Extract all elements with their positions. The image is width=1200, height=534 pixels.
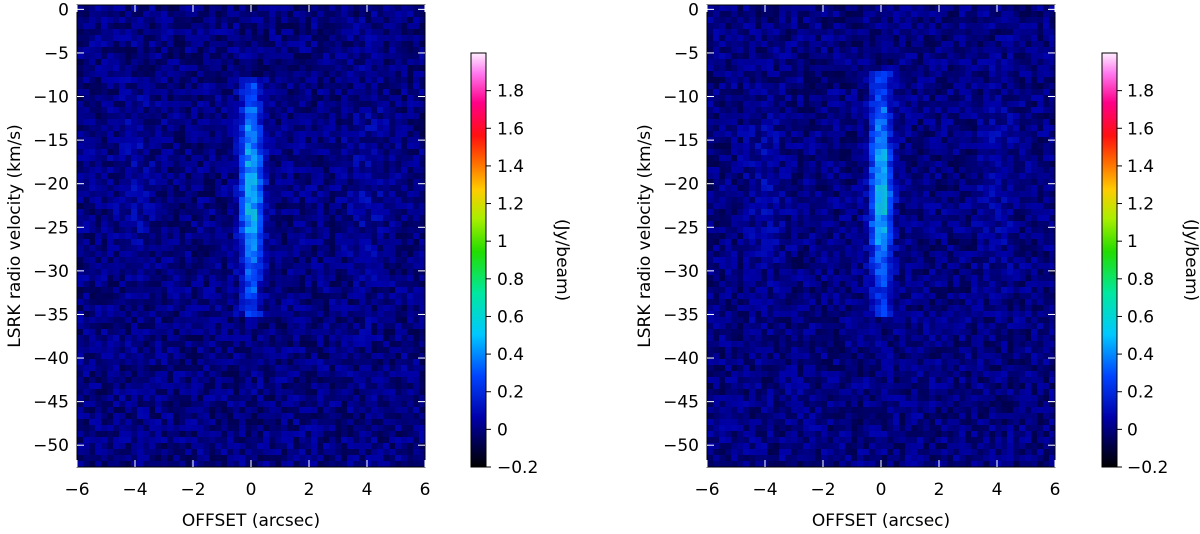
y-tick-label: −50 (663, 436, 699, 456)
x-tick-label: 0 (876, 480, 887, 500)
colorbar-tick-label: −0.2 (1127, 458, 1168, 478)
colorbar-label: (Jy/beam) (1181, 219, 1200, 301)
panel-1: −6 −4 −2 0 2 4 60−5−10−15−20−25−30−35−40−45−50… (5, 0, 572, 531)
emission-ridge (875, 98, 887, 287)
x-tick-label: 6 (420, 480, 431, 500)
colorbar: −0.2 0 0.2 0.4 0.6 0.8 1 1.2 1.4 1.6 1.8 (Jy/beam) (1101, 52, 1200, 478)
y-tick-label: −45 (663, 393, 699, 413)
x-tick-label: 2 (304, 480, 315, 500)
colorbar-tick-label: −0.2 (497, 458, 538, 478)
y-tick-label: −20 (663, 175, 699, 195)
colorbar-tick-label: 1.4 (497, 157, 524, 177)
x-tick-label: −4 (122, 480, 147, 500)
colorbar-tick-label: 0 (497, 420, 508, 440)
x-tick-label: 4 (362, 480, 373, 500)
colorbar-tick-label: 1.6 (1127, 119, 1154, 139)
y-tick-label: −15 (663, 131, 699, 151)
y-axis-label: LSRK radio velocity (km/s) (635, 124, 655, 347)
x-tick-label: −6 (694, 480, 719, 500)
colorbar-tick-label: 0.6 (497, 307, 524, 327)
y-tick-label: −5 (44, 44, 69, 64)
y-tick-label: −10 (33, 88, 69, 108)
y-tick-label: −30 (663, 262, 699, 282)
y-tick-label: −45 (33, 393, 69, 413)
y-tick-label: −15 (33, 131, 69, 151)
y-tick-label: −50 (33, 436, 69, 456)
y-tick-label: 0 (58, 0, 69, 20)
x-tick-label: 2 (934, 480, 945, 500)
x-tick-label: 6 (1050, 480, 1061, 500)
y-tick-label: −25 (663, 218, 699, 238)
colorbar-tick-label: 1.8 (1127, 82, 1154, 102)
colorbar-tick-label: 1.8 (497, 82, 524, 102)
y-tick-label: −40 (663, 349, 699, 369)
colorbar-tick-label: 0.8 (1127, 270, 1154, 290)
colorbar-tick-label: 1.4 (1127, 157, 1154, 177)
heatmap-image (707, 5, 1055, 467)
x-axis-label: OFFSET (arcsec) (182, 511, 320, 531)
colorbar-tick-label: 0.4 (1127, 345, 1154, 365)
x-tick-label: 4 (992, 480, 1003, 500)
colorbar-tick-label: 0.4 (497, 345, 524, 365)
panel-2: −6 −4 −2 0 2 4 60−5−10−15−20−25−30−35−40−45−50… (635, 0, 1200, 531)
x-tick-label: −6 (64, 480, 89, 500)
emission-ridge (245, 101, 257, 283)
y-tick-label: −35 (33, 305, 69, 325)
y-tick-label: −10 (663, 88, 699, 108)
x-tick-label: −2 (180, 480, 205, 500)
y-tick-label: −20 (33, 175, 69, 195)
x-tick-label: −2 (810, 480, 835, 500)
colorbar-tick-label: 1.2 (497, 195, 524, 215)
colorbar-gradient (1101, 52, 1118, 468)
y-axis-label: LSRK radio velocity (km/s) (5, 124, 25, 347)
colorbar-tick-label: 0.2 (1127, 383, 1154, 403)
colorbar-tick-label: 1 (1127, 232, 1138, 252)
colorbar-tick-label: 1.6 (497, 119, 524, 139)
colorbar-tick-label: 0.2 (497, 383, 524, 403)
colorbar: −0.2 0 0.2 0.4 0.6 0.8 1 1.2 1.4 1.6 1.8 (Jy/beam) (470, 52, 572, 478)
colorbar-tick-label: 0 (1127, 420, 1138, 440)
colorbar-tick-label: 0.8 (497, 270, 524, 290)
colorbar-tick-label: 1.2 (1127, 195, 1154, 215)
colorbar-tick-label: 0.6 (1127, 307, 1154, 327)
colorbar-label: (Jy/beam) (552, 219, 572, 301)
x-axis-label: OFFSET (arcsec) (812, 511, 950, 531)
colorbar-gradient (470, 52, 487, 468)
y-tick-label: −30 (33, 262, 69, 282)
x-tick-label: 0 (246, 480, 257, 500)
heatmap-image (77, 5, 425, 467)
colorbar-tick-label: 1 (497, 232, 508, 252)
y-tick-label: −35 (663, 305, 699, 325)
y-tick-label: −25 (33, 218, 69, 238)
y-tick-label: −5 (674, 44, 699, 64)
y-tick-label: 0 (688, 0, 699, 20)
x-tick-label: −4 (752, 480, 777, 500)
y-tick-label: −40 (33, 349, 69, 369)
